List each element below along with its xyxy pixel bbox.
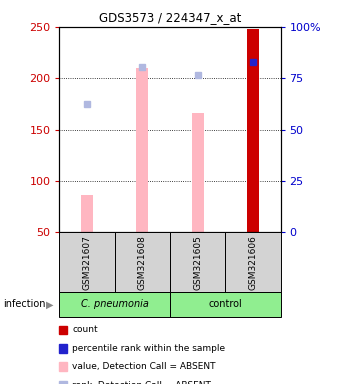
Text: value, Detection Call = ABSENT: value, Detection Call = ABSENT	[72, 362, 216, 371]
Text: GSM321608: GSM321608	[138, 235, 147, 290]
Text: GSM321606: GSM321606	[249, 235, 257, 290]
Text: percentile rank within the sample: percentile rank within the sample	[72, 344, 225, 353]
Text: C. pneumonia: C. pneumonia	[81, 299, 149, 310]
Bar	[136, 68, 149, 232]
Text: count: count	[72, 325, 98, 334]
Text: rank, Detection Call = ABSENT: rank, Detection Call = ABSENT	[72, 381, 211, 384]
Bar	[247, 29, 259, 232]
Bar	[81, 195, 93, 232]
Text: control: control	[208, 299, 242, 310]
Text: GSM321605: GSM321605	[193, 235, 202, 290]
Text: GSM321607: GSM321607	[83, 235, 91, 290]
Text: ▶: ▶	[46, 299, 53, 310]
Title: GDS3573 / 224347_x_at: GDS3573 / 224347_x_at	[99, 11, 241, 24]
Text: infection: infection	[3, 299, 46, 310]
Bar	[191, 113, 204, 232]
